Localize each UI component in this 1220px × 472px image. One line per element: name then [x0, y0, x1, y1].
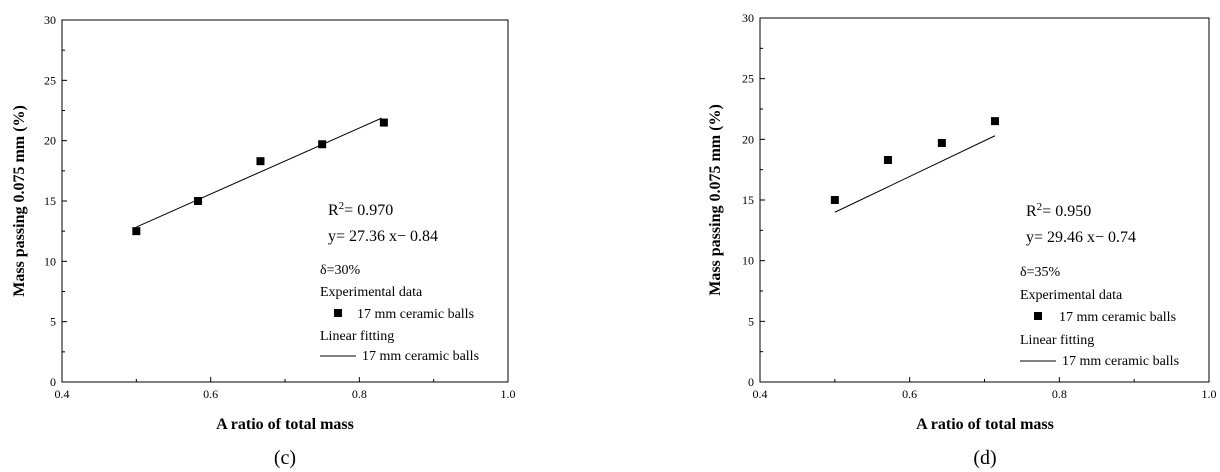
- chart-panel-c: 0 5 10 15 20 25 30 0.4 0.6 0.8 1.0 R2= 0.970 y= 2…: [11, 13, 516, 469]
- x-tick-label: 0.8: [352, 387, 367, 401]
- legend-scatter-marker: [334, 309, 342, 317]
- panel-label-d: (d): [973, 447, 996, 469]
- x-tick-label: 0.4: [753, 387, 768, 401]
- equation-annotation: y= 27.36 x− 0.84: [328, 228, 438, 245]
- fit-line: [136, 117, 382, 228]
- r2-annotation: R2= 0.950: [1026, 201, 1091, 220]
- data-point: [194, 197, 203, 205]
- data-point: [132, 227, 141, 236]
- y-tick-label: 15: [44, 194, 56, 208]
- y-tick-label: 10: [742, 254, 754, 268]
- y-tick-label: 5: [50, 315, 56, 329]
- x-axis-ticks: 0.4 0.6 0.8 1.0: [753, 377, 1217, 401]
- legend-scatter-marker: [1034, 312, 1042, 320]
- chart-panel-d: 0 5 10 15 20 25 30 0.4 0.6 0.8 1.0 R2= 0.950 y= 2…: [707, 11, 1217, 469]
- x-tick-label: 0.6: [203, 387, 218, 401]
- x-tick-label: 0.4: [55, 387, 70, 401]
- legend-line-title: Linear fitting: [1020, 333, 1094, 348]
- y-tick-label: 25: [44, 73, 56, 87]
- panel-label-c: (c): [274, 447, 296, 469]
- r2-annotation: R2= 0.970: [328, 200, 393, 219]
- plot-frame: [759, 17, 1210, 383]
- legend-scatter-title: Experimental data: [1020, 288, 1123, 303]
- data-point: [379, 118, 388, 127]
- legend-scatter-name: 17 mm ceramic balls: [357, 307, 474, 322]
- x-tick-label: 0.8: [1052, 387, 1067, 401]
- y-axis-label: Mass passing 0.075 mm (%): [11, 105, 28, 297]
- y-tick-label: 0: [748, 375, 754, 389]
- legend-line-name: 17 mm ceramic balls: [1062, 354, 1179, 369]
- data-point: [883, 155, 892, 164]
- y-tick-label: 30: [44, 13, 56, 27]
- y-tick-label: 30: [742, 11, 754, 25]
- legend-line-name: 17 mm ceramic balls: [362, 349, 479, 364]
- x-tick-label: 1.0: [1202, 387, 1217, 401]
- x-axis-label: A ratio of total mass: [216, 416, 354, 433]
- x-tick-label: 1.0: [501, 387, 516, 401]
- fit-line-group: [136, 117, 382, 228]
- y-tick-label: 10: [44, 254, 56, 268]
- data-point: [990, 117, 999, 126]
- y-axis-ticks: 0 5 10 15 20 25 30: [742, 11, 765, 389]
- legend-line-title: Linear fitting: [320, 329, 394, 344]
- data-point: [256, 157, 265, 166]
- x-tick-label: 0.6: [902, 387, 917, 401]
- data-point: [937, 138, 946, 147]
- data-point: [830, 196, 839, 204]
- data-points: [830, 117, 999, 204]
- y-axis-label: Mass passing 0.075 mm (%): [707, 104, 724, 296]
- y-tick-label: 15: [742, 193, 754, 207]
- equation-annotation: y= 29.46 x− 0.74: [1026, 229, 1136, 246]
- fit-line-group: [834, 135, 996, 213]
- legend-scatter-title: Experimental data: [320, 285, 423, 300]
- y-tick-label: 5: [748, 314, 754, 328]
- delta-label: δ=30%: [320, 263, 360, 278]
- plot-frame: [61, 19, 509, 383]
- x-axis-label: A ratio of total mass: [916, 416, 1054, 433]
- x-axis-ticks: 0.4 0.6 0.8 1.0: [55, 377, 516, 401]
- y-axis-ticks: 0 5 10 15 20 25 30: [44, 13, 67, 389]
- y-tick-label: 20: [742, 132, 754, 146]
- y-tick-label: 20: [44, 134, 56, 148]
- fit-line: [834, 135, 996, 213]
- delta-label: δ=35%: [1020, 265, 1060, 280]
- y-tick-label: 25: [742, 72, 754, 86]
- y-tick-label: 0: [50, 375, 56, 389]
- legend-scatter-name: 17 mm ceramic balls: [1059, 310, 1176, 325]
